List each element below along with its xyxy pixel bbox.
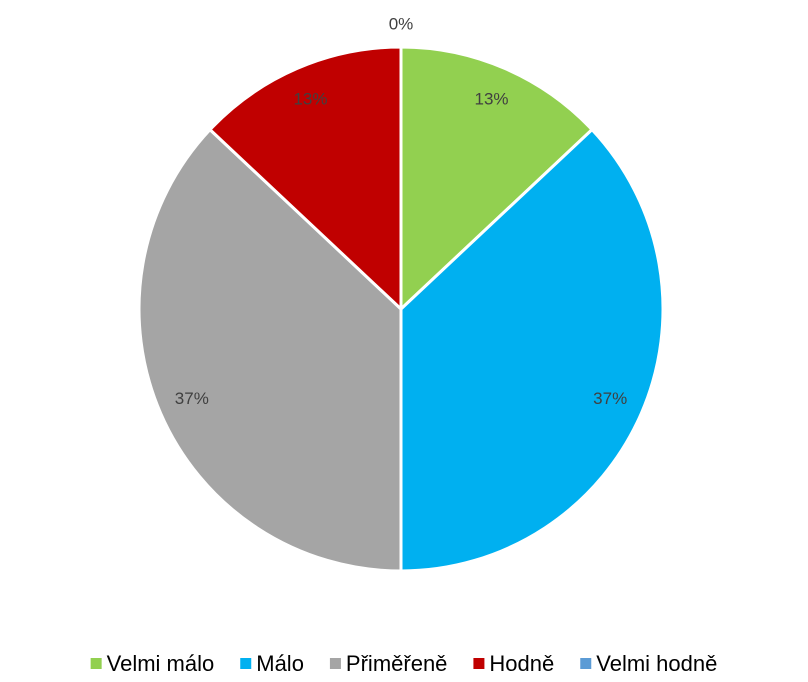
legend-marker [329, 658, 341, 669]
legend-label: Velmi málo [107, 651, 215, 676]
legend-marker [473, 658, 485, 669]
legend-marker [90, 658, 102, 669]
legend: Velmi málo Málo Přiměřeně Hodně Velmi hodně [90, 651, 717, 676]
legend-marker [580, 658, 592, 669]
pie-slice [399, 45, 595, 313]
data-label: 37% [593, 389, 627, 408]
pie-slice [137, 127, 403, 573]
pie-slice [207, 45, 403, 313]
legend-label: Málo [256, 651, 304, 676]
pie-slice [399, 127, 665, 573]
legend-label: Hodně [489, 651, 554, 676]
legend-marker [240, 658, 252, 669]
data-label: 0% [389, 14, 414, 33]
legend-label: Přiměřeně [346, 651, 447, 676]
legend-label: Velmi hodně [596, 651, 717, 676]
data-label: 37% [175, 389, 209, 408]
data-label: 13% [293, 89, 327, 108]
data-label: 13% [475, 89, 509, 108]
